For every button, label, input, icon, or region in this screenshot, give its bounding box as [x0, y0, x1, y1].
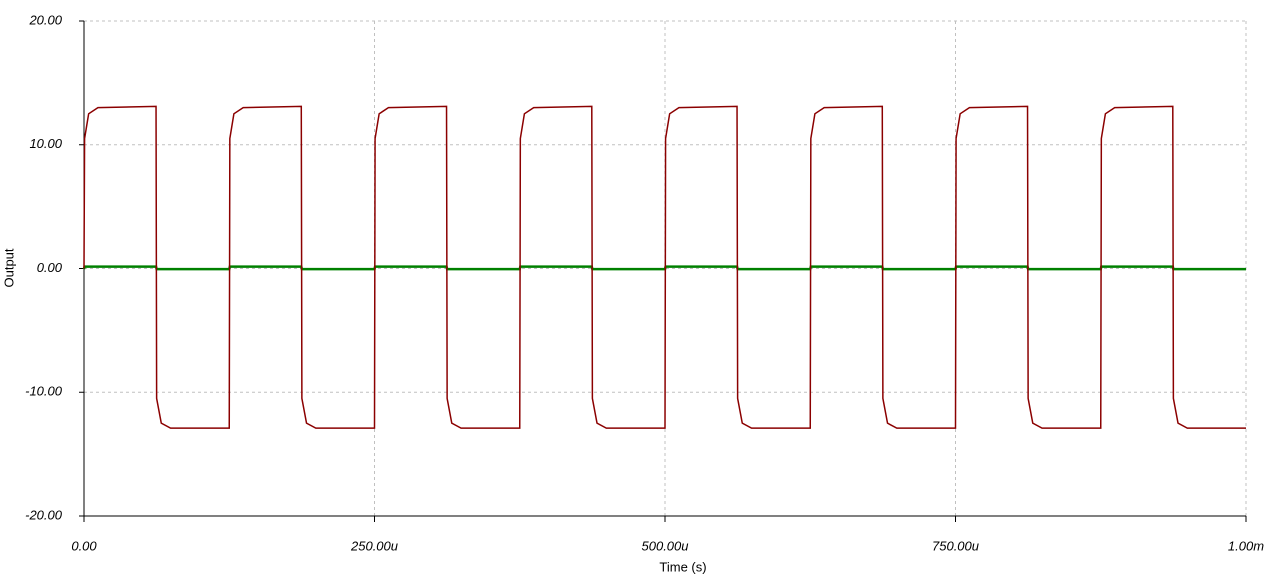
- x-tick-label: 0.00: [71, 538, 97, 553]
- x-tick-label: 1.00m: [1228, 538, 1264, 553]
- x-tick-label: 750.00u: [932, 538, 979, 553]
- series-line: [83, 105, 1246, 429]
- y-tick-label: 10.00: [29, 136, 62, 151]
- y-tick-label: 20.00: [28, 12, 62, 27]
- x-axis-label: Time (s): [659, 559, 706, 574]
- y-tick-label: -10.00: [25, 384, 63, 399]
- y-axis-label: Output: [1, 248, 16, 287]
- y-tick-label: -20.00: [25, 507, 63, 522]
- x-tick-label: 250.00u: [350, 538, 398, 553]
- x-tick-label: 500.00u: [642, 538, 689, 553]
- y-tick-label: 0.00: [37, 260, 63, 275]
